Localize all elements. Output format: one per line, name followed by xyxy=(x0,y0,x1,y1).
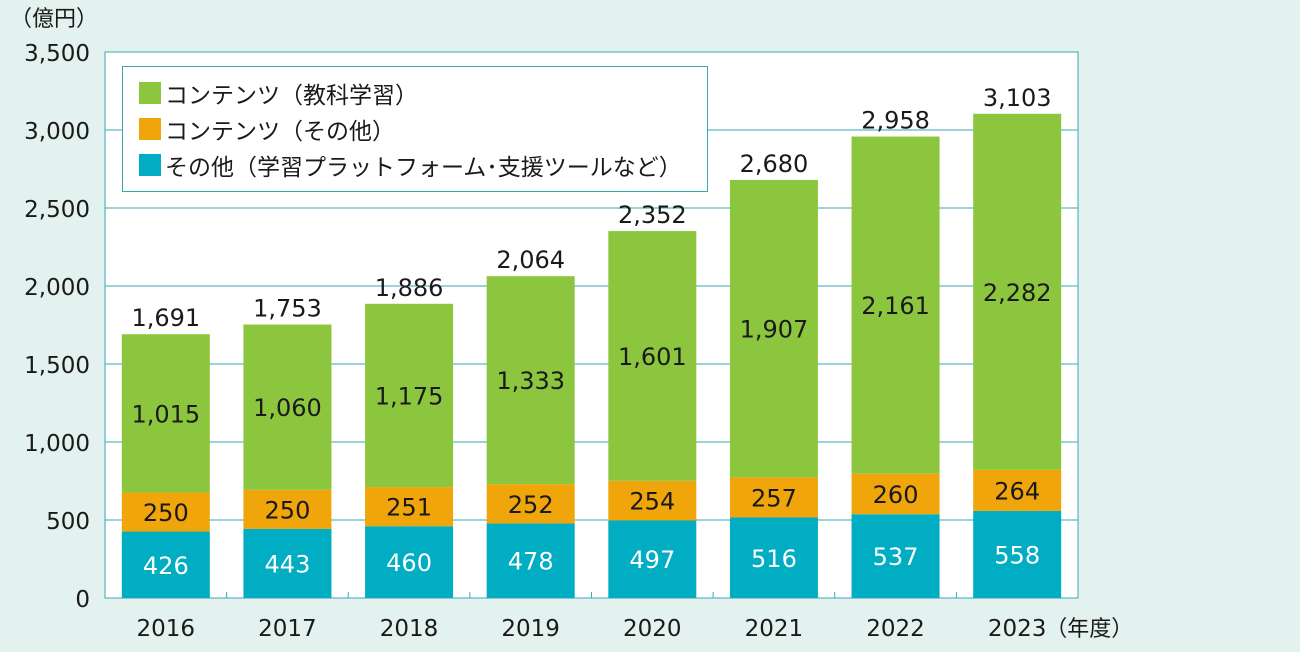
bar-total-label: 1,691 xyxy=(131,304,200,332)
y-tick-label: 1,500 xyxy=(24,353,90,379)
bar-segment xyxy=(608,520,697,598)
x-tick-label: 2021 xyxy=(745,616,804,642)
bar-segment xyxy=(365,303,454,488)
y-tick-label: 2,000 xyxy=(24,275,90,301)
x-tick-label: 2017 xyxy=(258,616,317,642)
legend-label: その他（学習プラットフォーム･支援ツールなど） xyxy=(165,155,682,181)
bar-value-label: 537 xyxy=(873,543,919,571)
bar-value-label: 254 xyxy=(629,488,675,516)
bar-segment xyxy=(243,489,332,529)
bar-value-label: 250 xyxy=(143,499,189,527)
bar-value-label: 251 xyxy=(386,494,432,522)
bar-value-label: 1,601 xyxy=(618,343,687,371)
y-unit-label: （億円） xyxy=(10,7,98,32)
bar-value-label: 252 xyxy=(508,491,554,519)
bar-segment xyxy=(729,179,818,478)
x-unit-label: （年度） xyxy=(1045,617,1133,642)
bar-value-label: 1,907 xyxy=(740,316,809,344)
bar-segment xyxy=(851,136,940,474)
bar-value-label: 260 xyxy=(873,481,919,509)
y-tick-label: 500 xyxy=(46,509,90,535)
bar-segment xyxy=(973,469,1062,511)
bar-segment xyxy=(243,528,332,598)
bar-segment xyxy=(973,510,1062,598)
bar-segment xyxy=(121,334,210,493)
bar-value-label: 426 xyxy=(143,552,189,580)
legend-item-platform-tools: その他（学習プラットフォーム･支援ツールなど） xyxy=(139,147,707,183)
bar-segment xyxy=(851,473,940,515)
bar-value-label: 264 xyxy=(994,477,1040,505)
bar-segment xyxy=(365,487,454,527)
legend-swatch-orange xyxy=(139,118,161,140)
bar-value-label: 1,060 xyxy=(253,394,322,422)
bar-total-label: 2,958 xyxy=(861,107,930,135)
legend-item-content-subject: コンテンツ（教科学習） xyxy=(139,75,707,111)
bar-segment xyxy=(973,113,1062,470)
bar-value-label: 558 xyxy=(994,541,1040,569)
legend-swatch-teal xyxy=(139,154,161,176)
bar-segment xyxy=(365,526,454,598)
x-tick-label: 2016 xyxy=(137,616,196,642)
chart-legend: コンテンツ（教科学習） コンテンツ（その他） その他（学習プラットフォーム･支援… xyxy=(122,66,708,192)
bar-total-label: 2,352 xyxy=(618,201,687,229)
x-tick-label: 2022 xyxy=(866,616,925,642)
y-tick-label: 1,000 xyxy=(24,431,90,457)
x-tick-label: 2023 xyxy=(988,616,1047,642)
bar-total-label: 2,680 xyxy=(740,150,809,178)
bar-segment xyxy=(729,477,818,518)
bar-value-label: 2,161 xyxy=(861,292,930,320)
bar-segment xyxy=(243,324,332,490)
bar-segment xyxy=(608,231,697,481)
y-tick-label: 0 xyxy=(75,587,90,613)
bar-value-label: 1,015 xyxy=(131,400,200,428)
legend-label: コンテンツ（その他） xyxy=(165,119,395,145)
bar-segment xyxy=(121,531,210,598)
bar-segment xyxy=(486,523,575,598)
bar-total-label: 2,064 xyxy=(496,246,565,274)
y-tick-label: 2,500 xyxy=(24,197,90,223)
bar-segment xyxy=(608,480,697,521)
x-tick-label: 2019 xyxy=(501,616,560,642)
y-tick-label: 3,500 xyxy=(24,41,90,67)
bar-segment xyxy=(729,517,818,598)
bar-total-label: 3,103 xyxy=(983,84,1052,112)
bar-value-label: 250 xyxy=(265,496,311,524)
legend-swatch-green xyxy=(139,82,161,104)
x-tick-label: 2020 xyxy=(623,616,682,642)
bar-total-label: 1,753 xyxy=(253,295,322,323)
bar-segment xyxy=(851,514,940,598)
bar-segment xyxy=(486,484,575,524)
bar-value-label: 443 xyxy=(265,550,311,578)
bar-segment xyxy=(486,276,575,485)
x-tick-label: 2018 xyxy=(380,616,439,642)
bar-value-label: 257 xyxy=(751,484,797,512)
y-tick-label: 3,000 xyxy=(24,119,90,145)
bar-value-label: 1,175 xyxy=(375,382,444,410)
bar-total-label: 1,886 xyxy=(375,274,444,302)
bar-segment xyxy=(121,492,210,532)
bar-value-label: 1,333 xyxy=(496,367,565,395)
bar-value-label: 497 xyxy=(629,546,675,574)
legend-item-content-other: コンテンツ（その他） xyxy=(139,111,707,147)
bar-value-label: 460 xyxy=(386,549,432,577)
bar-value-label: 516 xyxy=(751,545,797,573)
bar-value-label: 478 xyxy=(508,548,554,576)
bar-value-label: 2,282 xyxy=(983,279,1052,307)
legend-label: コンテンツ（教科学習） xyxy=(165,83,418,109)
